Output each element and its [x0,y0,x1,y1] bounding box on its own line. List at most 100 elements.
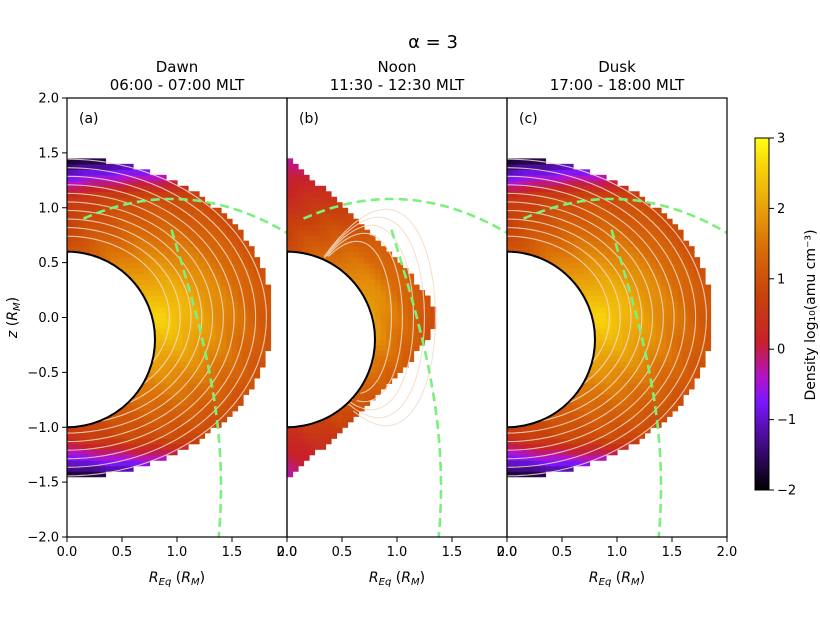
density-cell [138,449,145,456]
density-cell [72,471,79,478]
density-cell [127,202,134,209]
density-cell [661,284,668,291]
density-cell [589,185,596,192]
density-cell [606,410,613,417]
density-cell [94,202,101,209]
density-cell [595,416,602,423]
density-cell [325,421,332,428]
density-cell [122,229,129,236]
density-cell [116,246,123,253]
density-cell [100,432,107,439]
density-cell [578,427,585,434]
density-cell [309,229,316,236]
density-cell [83,471,90,478]
density-cell [204,372,211,379]
density-cell [364,284,371,291]
density-cell [116,169,123,176]
density-cell [287,443,294,450]
density-cell [666,268,673,275]
density-cell [182,240,189,247]
density-cell [639,224,646,231]
density-cell [116,196,123,203]
density-cell [507,169,514,176]
density-cell [655,301,662,308]
density-cell [232,306,239,313]
density-cell [226,350,233,357]
density-cell [512,460,519,467]
density-cell [556,454,563,461]
density-cell [166,416,173,423]
density-cell [155,207,162,214]
density-cell [606,361,613,368]
density-cell [155,180,162,187]
density-cell [358,279,365,286]
density-cell [578,284,585,291]
density-cell [628,262,635,269]
density-cell [259,268,266,275]
density-cell [298,191,305,198]
density-cell [694,257,701,264]
density-cell [650,350,657,357]
density-cell [138,246,145,253]
density-cell [413,339,420,346]
density-cell [364,262,371,269]
density-cell [529,202,536,209]
density-cell [177,432,184,439]
density-cell [639,355,646,362]
density-cell [589,399,596,406]
density-cell [221,333,228,341]
density-cell [221,372,228,379]
density-cell [303,454,310,461]
density-cell [375,366,382,373]
density-cell [193,427,200,434]
density-cell [386,301,393,308]
x-tick-label: 0.0 [277,545,298,560]
x-tick-label: 2.0 [717,545,738,560]
density-cell [507,465,514,472]
density-cell [655,312,662,319]
density-cell [226,405,233,412]
density-cell [512,218,519,225]
density-cell [72,240,79,247]
density-cell [303,202,310,209]
y-tick-label: 0.0 [38,311,59,326]
density-cell [182,246,189,253]
density-cell [633,394,640,401]
density-cell [111,240,118,247]
density-cell [644,394,651,401]
density-cell [83,174,90,181]
density-cell [567,174,574,181]
density-cell [606,372,613,379]
density-cell [545,213,552,220]
density-cell [215,328,222,335]
density-cell [193,273,200,280]
density-cell [611,312,618,319]
density-cell [567,416,574,423]
boundary-dashed-lower [610,229,663,537]
panel-label: (b) [299,111,319,127]
density-cell [243,322,250,330]
density-cell [611,218,618,225]
density-cell [325,438,332,445]
density-cell [694,306,701,313]
density-cell [397,366,404,373]
density-cell [633,268,640,275]
density-cell [699,279,706,286]
density-cell [94,246,101,253]
density-cell [611,366,618,373]
density-cell [111,449,118,456]
density-cell [67,432,74,439]
density-cell [611,229,618,236]
density-cell [298,246,305,253]
density-cell [127,460,134,467]
density-cell [199,322,206,330]
density-cell [287,174,294,181]
density-cell [237,273,244,280]
density-cell [556,191,563,198]
density-cell [639,328,646,335]
density-cell [287,213,294,220]
density-cell [639,322,646,330]
density-cell [397,273,404,280]
density-cell [144,449,151,456]
density-cell [144,432,151,439]
